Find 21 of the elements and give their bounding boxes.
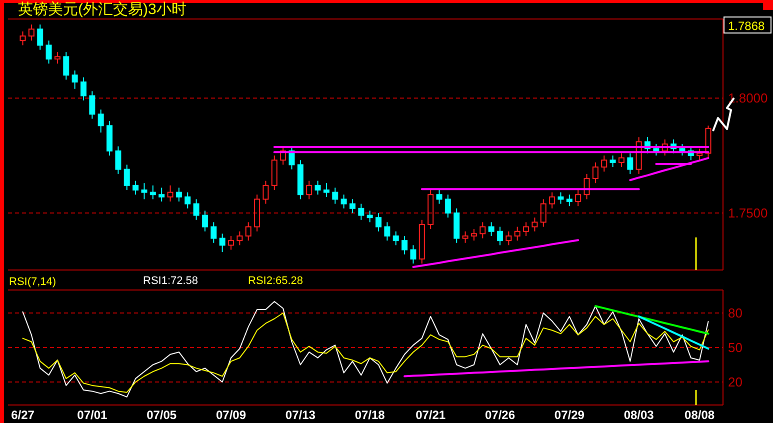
chart-title: 英镑美元(外汇交易)3小时: [18, 1, 186, 18]
x-tick-label: 07/13: [285, 408, 316, 422]
x-tick-label: 07/01: [77, 408, 108, 422]
x-tick-label: 08/03: [624, 408, 654, 422]
y-tick-label: 50: [728, 340, 742, 356]
text: RSI2:65.28: [248, 275, 304, 287]
x-tick-label: 07/26: [484, 408, 516, 422]
text: RSI1:72.58: [143, 275, 198, 287]
x-tick-label: 07/09: [216, 408, 246, 422]
x-tick-label: 6/27: [11, 408, 35, 422]
x-tick-label: 07/18: [354, 408, 386, 422]
y-tick-label: 80: [728, 306, 742, 321]
x-tick-label: 07/21: [416, 408, 446, 422]
y-tick-label: 20: [728, 374, 742, 390]
y-tick-label: 1.8000: [728, 90, 768, 106]
x-tick-label: 07/05: [146, 408, 177, 422]
text: 1.7868: [728, 19, 766, 33]
x-tick-label: 08/08: [684, 408, 715, 422]
y-tick-label: 1.7500: [728, 206, 768, 221]
chart-title: RSI(7,14): [9, 276, 56, 288]
x-tick-label: 07/29: [554, 408, 585, 422]
